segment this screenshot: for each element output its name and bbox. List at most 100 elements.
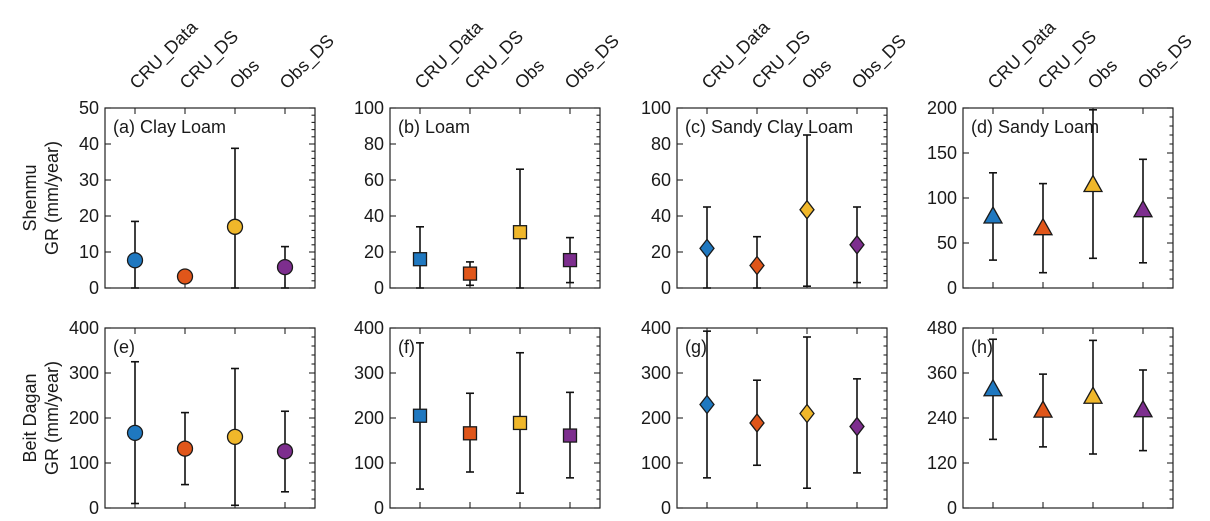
- panel-label: (g): [685, 337, 707, 357]
- plot-frame: [104, 107, 316, 289]
- y-tick-label: 10: [79, 242, 99, 262]
- row-label-1: Beit Dagan GR (mm/year): [20, 361, 62, 475]
- point-CRU_DS: [176, 440, 194, 457]
- y-tick-label: 300: [641, 363, 671, 383]
- y-tick-label: 40: [651, 206, 671, 226]
- y-tick-label: 80: [651, 134, 671, 154]
- point-CRU_DS: [1032, 399, 1054, 418]
- point-CRU_Data: [982, 205, 1004, 224]
- point-Obs: [1082, 174, 1104, 193]
- x-category-label: Obs_DS: [848, 31, 911, 94]
- y-tick-label: 50: [937, 233, 957, 253]
- error-bar-Obs: [231, 147, 239, 289]
- point-CRU_DS: [462, 426, 478, 441]
- y-tick-label: 120: [927, 453, 957, 473]
- y-tick-label: 20: [651, 242, 671, 262]
- y-tick-label: 20: [364, 242, 384, 262]
- y-tick-label: 400: [641, 318, 671, 338]
- y-tick-label: 200: [641, 408, 671, 428]
- y-tick-label: 50: [79, 98, 99, 118]
- y-tick-label: 150: [927, 143, 957, 163]
- y-tick-label: 80: [364, 134, 384, 154]
- y-tick-label: 100: [641, 98, 671, 118]
- point-CRU_DS: [462, 266, 478, 281]
- y-tick-label: 0: [89, 498, 99, 518]
- point-CRU_Data: [699, 238, 715, 259]
- row-labels: Shenmu GR (mm/year)Beit Dagan GR (mm/year): [20, 141, 62, 475]
- y-tick-label: 60: [651, 170, 671, 190]
- point-CRU_Data: [412, 408, 428, 423]
- panel-label: (c) Sandy Clay Loam: [685, 117, 853, 137]
- y-tick-label: 400: [354, 318, 384, 338]
- plot-frame: [962, 327, 1174, 509]
- point-CRU_DS: [749, 412, 765, 434]
- point-CRU_Data: [412, 252, 428, 267]
- y-tick-label: 40: [364, 206, 384, 226]
- y-tick-label: 100: [641, 453, 671, 473]
- y-tick-label: 0: [661, 498, 671, 518]
- plot-frame: [676, 327, 888, 509]
- y-tick-label: 100: [354, 98, 384, 118]
- point-Obs_DS: [849, 234, 865, 255]
- point-Obs_DS: [276, 258, 294, 276]
- point-Obs_DS: [562, 428, 578, 443]
- x-category-label: Obs_DS: [1134, 31, 1197, 94]
- point-Obs_DS: [276, 443, 294, 460]
- panel-label: (d) Sandy Loam: [971, 117, 1099, 137]
- point-CRU_Data: [982, 378, 1004, 397]
- y-axis-label: GR (mm/year): [42, 141, 62, 255]
- y-axis-label: GR (mm/year): [42, 361, 62, 475]
- y-tick-label: 300: [69, 363, 99, 383]
- row-label-site: Shenmu: [20, 164, 40, 231]
- point-CRU_Data: [126, 252, 144, 269]
- x-category-label: Obs_DS: [276, 31, 339, 94]
- y-tick-label: 240: [927, 408, 957, 428]
- panel-label: (h): [971, 337, 993, 357]
- y-tick-label: 200: [927, 98, 957, 118]
- point-CRU_DS: [176, 268, 194, 285]
- x-category-label: Obs: [798, 55, 835, 92]
- panel-label: (f): [398, 337, 415, 357]
- panel-5: 0 100 200 300 400 (f): [354, 318, 601, 518]
- panel-label: (a) Clay Loam: [113, 117, 226, 137]
- point-Obs_DS: [849, 416, 865, 437]
- x-category-label: Obs: [1084, 55, 1121, 92]
- plot-frame: [389, 107, 601, 289]
- point-Obs_DS: [562, 252, 578, 268]
- point-CRU_DS: [749, 255, 765, 276]
- panel-label: (b) Loam: [398, 117, 470, 137]
- panel-4: 0 100 200 300 400 (e): [69, 318, 316, 518]
- point-Obs_DS: [1132, 399, 1154, 418]
- plot-frame: [676, 107, 888, 289]
- point-CRU_Data: [126, 424, 144, 442]
- y-tick-label: 0: [89, 278, 99, 298]
- y-tick-label: 360: [927, 363, 957, 383]
- panel-6: 0 100 200 300 400 (g): [641, 318, 888, 518]
- y-tick-label: 0: [374, 278, 384, 298]
- y-tick-label: 100: [927, 188, 957, 208]
- panel-label: (e): [113, 337, 135, 357]
- y-tick-label: 20: [79, 206, 99, 226]
- point-Obs: [799, 403, 815, 424]
- x-category-label: Obs: [226, 55, 263, 92]
- row-label-site: Beit Dagan: [20, 373, 40, 462]
- y-tick-label: 40: [79, 134, 99, 154]
- point-Obs: [1082, 385, 1104, 404]
- y-tick-label: 0: [947, 498, 957, 518]
- point-Obs: [512, 225, 528, 240]
- y-tick-label: 400: [69, 318, 99, 338]
- point-CRU_Data: [699, 394, 715, 415]
- x-category-label: Obs_DS: [561, 31, 624, 94]
- plot-frame: [104, 327, 316, 509]
- panel-7: 0 120 240 360 480 (h): [927, 318, 1174, 518]
- point-Obs: [226, 428, 244, 446]
- point-CRU_DS: [1032, 217, 1054, 236]
- y-tick-label: 200: [69, 408, 99, 428]
- y-tick-label: 0: [374, 498, 384, 518]
- point-Obs: [512, 415, 528, 431]
- y-tick-label: 60: [364, 170, 384, 190]
- y-tick-label: 480: [927, 318, 957, 338]
